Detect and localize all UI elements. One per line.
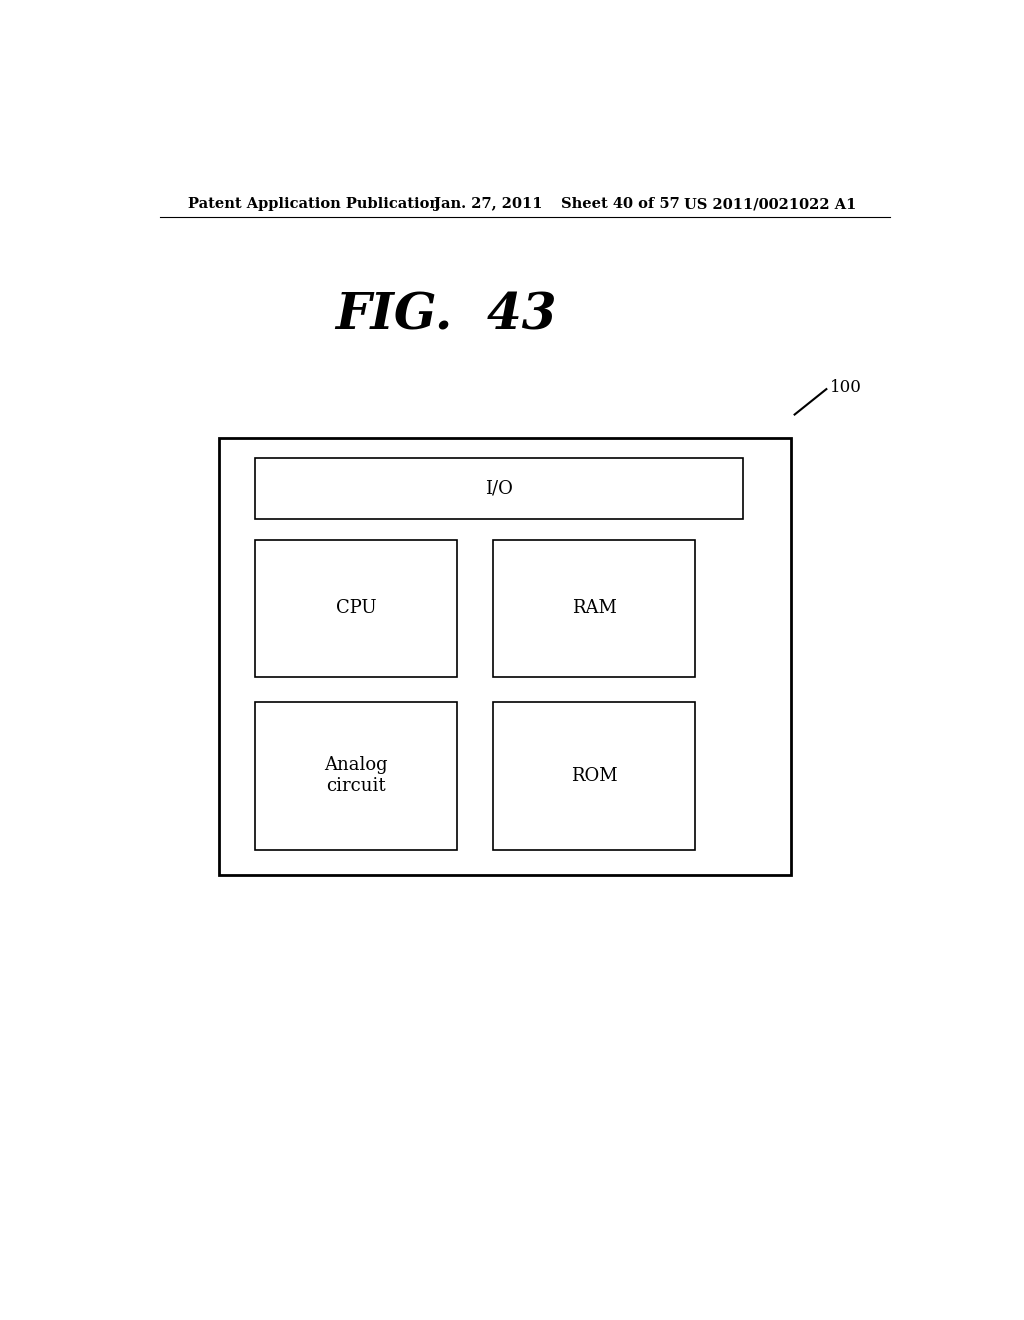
Text: FIG.  43: FIG. 43 <box>335 292 556 341</box>
Bar <box>494 702 695 850</box>
Text: US 2011/0021022 A1: US 2011/0021022 A1 <box>684 197 856 211</box>
Bar <box>219 438 791 875</box>
Text: Jan. 27, 2011: Jan. 27, 2011 <box>433 197 542 211</box>
Bar <box>494 540 695 677</box>
Text: Analog
circuit: Analog circuit <box>325 756 388 795</box>
Text: Patent Application Publication: Patent Application Publication <box>187 197 439 211</box>
Bar <box>255 702 458 850</box>
Text: I/O: I/O <box>485 479 513 498</box>
Text: ROM: ROM <box>571 767 617 785</box>
Text: CPU: CPU <box>336 599 377 618</box>
Text: 100: 100 <box>830 379 862 396</box>
Bar <box>255 458 743 519</box>
Bar <box>255 540 458 677</box>
Text: RAM: RAM <box>571 599 616 618</box>
Text: Sheet 40 of 57: Sheet 40 of 57 <box>560 197 679 211</box>
